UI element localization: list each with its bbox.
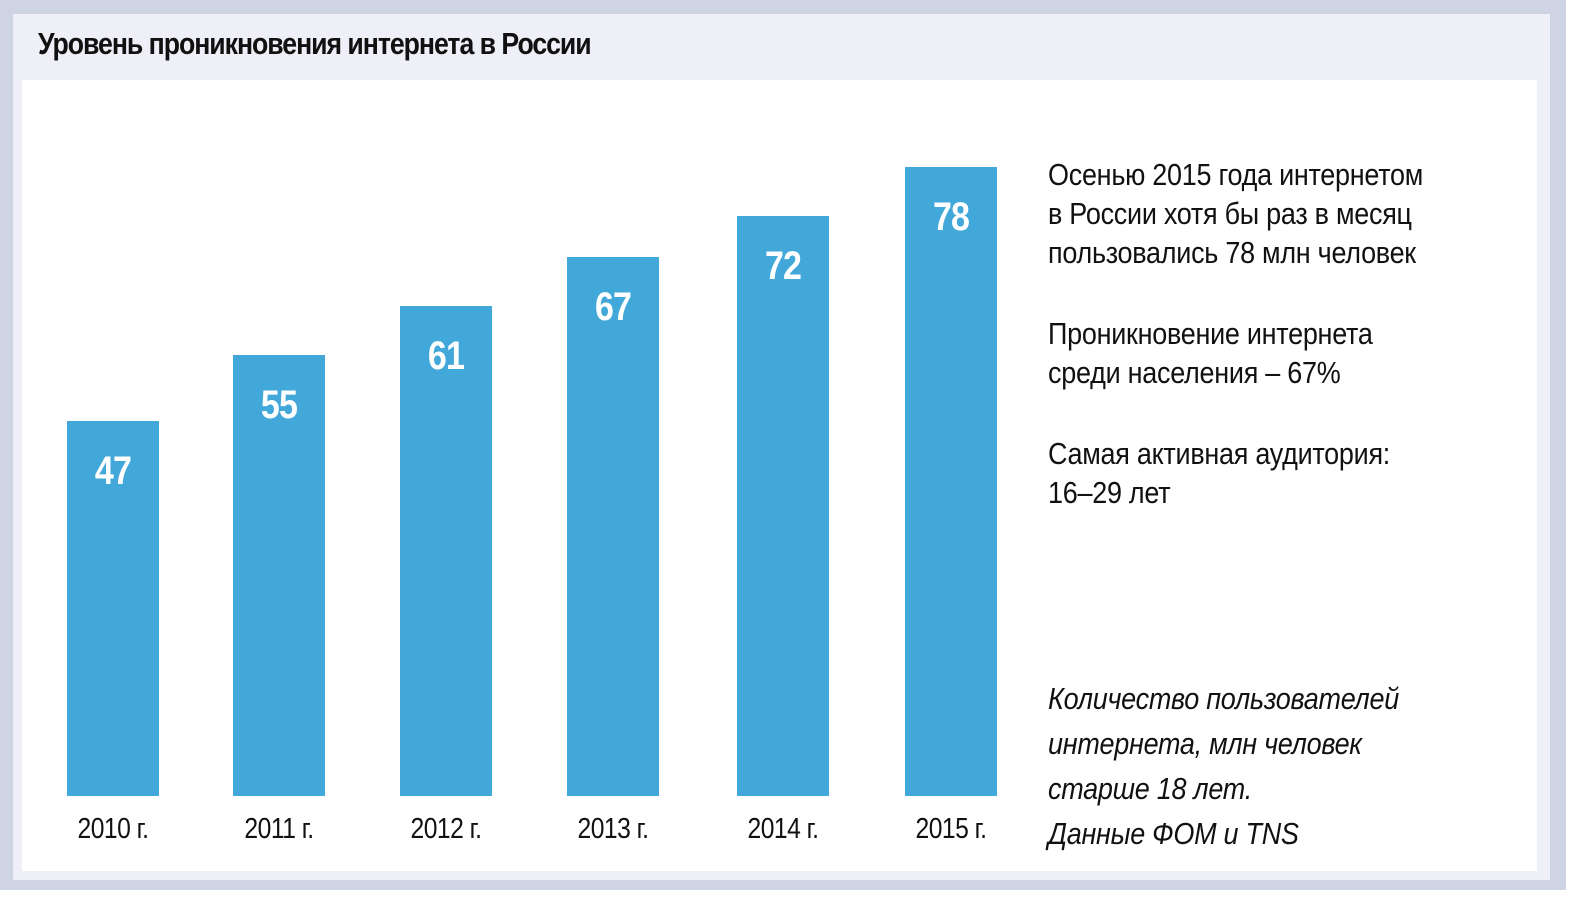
source-line: интернета, млн человек bbox=[1048, 726, 1362, 761]
bar: 47 bbox=[67, 421, 159, 796]
note-active-audience: Самая активная аудитория: 16–29 лет bbox=[1048, 434, 1390, 512]
bar: 72 bbox=[737, 216, 829, 796]
bar-value-label: 47 bbox=[94, 449, 132, 493]
bar: 61 bbox=[400, 306, 492, 796]
note-users-2015: Осенью 2015 года интернетом в России хот… bbox=[1048, 155, 1423, 272]
x-axis-label: 2013 г. bbox=[577, 813, 649, 845]
bar-value-label: 67 bbox=[594, 285, 632, 329]
note-penetration: Проникновение интернета среди населения … bbox=[1048, 314, 1373, 392]
note-line: Проникновение интернета bbox=[1048, 316, 1373, 351]
x-axis-label: 2014 г. bbox=[747, 813, 819, 845]
source-line: старше 18 лет. bbox=[1048, 771, 1252, 806]
bar-value-label: 61 bbox=[427, 334, 465, 378]
bar: 78 bbox=[905, 167, 997, 796]
chart-title: Уровень проникновения интернета в России bbox=[38, 26, 592, 61]
x-axis-label: 2011 г. bbox=[244, 813, 314, 845]
bar: 55 bbox=[233, 355, 325, 796]
bar-value-label: 55 bbox=[260, 383, 298, 427]
note-line: Самая активная аудитория: bbox=[1048, 436, 1391, 471]
bar-value-label: 78 bbox=[932, 195, 970, 239]
note-line: среди населения – 67% bbox=[1048, 355, 1341, 390]
x-axis-label: 2012 г. bbox=[410, 813, 482, 845]
note-line: 16–29 лет bbox=[1048, 475, 1171, 510]
x-axis-label: 2010 г. bbox=[77, 813, 149, 845]
note-line: пользовались 78 млн человек bbox=[1048, 235, 1416, 270]
bar-value-label: 72 bbox=[764, 244, 802, 288]
note-line: в России хотя бы раз в месяц bbox=[1048, 196, 1412, 231]
source-note: Количество пользователей интернета, млн … bbox=[1048, 676, 1399, 856]
x-axis-label: 2015 г. bbox=[915, 813, 987, 845]
note-line: Осенью 2015 года интернетом bbox=[1048, 157, 1424, 192]
source-line: Количество пользователей bbox=[1048, 681, 1399, 716]
source-line: Данные ФОМ и TNS bbox=[1048, 816, 1299, 851]
bar: 67 bbox=[567, 257, 659, 796]
